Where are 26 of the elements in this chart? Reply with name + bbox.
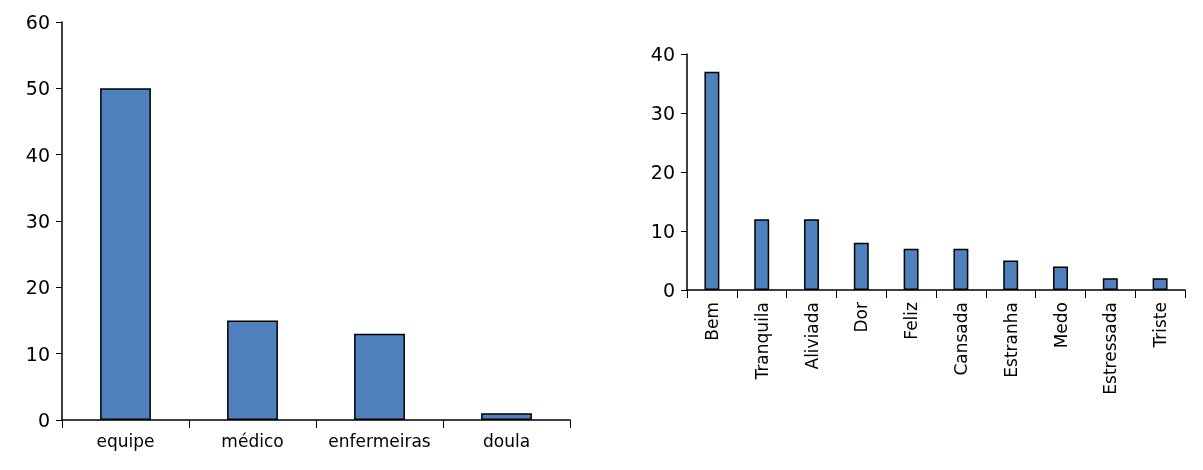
y-tick-label: 60 [25,11,50,33]
y-tick-label: 10 [650,220,675,242]
x-tick-label: Tranquila [751,302,772,381]
x-tick-label: equipe [96,430,155,451]
y-tick-label: 20 [25,276,50,299]
x-tick-label: Feliz [901,301,922,340]
x-tick-label: médico [221,430,284,451]
y-tick-label: 40 [650,43,675,65]
x-tick-label: Bem [701,302,722,341]
x-tick-label: Cansada [950,302,971,376]
y-tick-label: 10 [25,342,50,365]
y-tick-label: 40 [25,143,50,166]
y-tick-label: 20 [650,161,675,183]
x-tick-label: Medo [1050,302,1071,349]
x-tick-label: Aliviada [801,302,822,370]
y-tick-label: 50 [25,77,50,100]
y-tick-label: 30 [25,210,50,232]
y-tick-label: 0 [37,409,50,431]
y-tick-label: 0 [662,279,675,301]
x-tick-label: doula [482,430,531,451]
x-tick-label: Triste [1150,302,1171,349]
x-tick-label: Estranha [1000,302,1021,378]
x-tick-label: Dor [851,301,872,333]
x-tick-label: enfermeiras [328,430,431,451]
y-tick-label: 30 [650,102,675,124]
x-tick-label: Estressada [1100,302,1121,395]
